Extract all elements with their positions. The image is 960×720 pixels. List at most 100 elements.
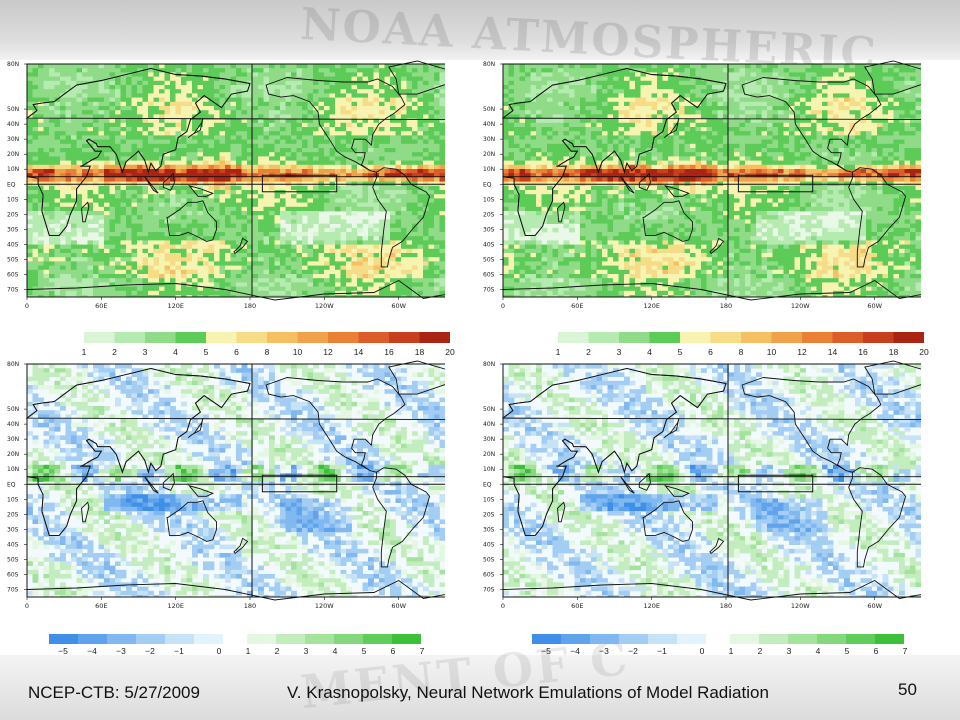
lon-tick-label: 60W (391, 602, 406, 610)
colorbar-label: 7 (420, 646, 425, 656)
coastline (162, 172, 175, 191)
coastline (557, 201, 566, 223)
lon-tick-label: 120E (167, 602, 184, 610)
colorbar-swatch (893, 332, 924, 343)
lat-tick-label: 10S (483, 496, 495, 503)
lat-tick-label: 70S (7, 287, 19, 294)
colorbar-label: 8 (265, 347, 270, 357)
colorbar-swatch (590, 634, 619, 644)
map-svg: 80N 50N 40N 30N 20N 10N EQ 10S 20S 30S 40S 50S 60S 70… (7, 360, 445, 610)
colorbar-swatch (114, 332, 145, 343)
colorbar-label: 5 (204, 347, 209, 357)
lat-tick-label: 10S (483, 196, 495, 203)
colorbar-swatch (358, 332, 389, 343)
lon-tick-label: 120W (315, 302, 334, 310)
colorbar-label: 20 (445, 347, 455, 357)
colorbar-label: 20 (919, 347, 929, 357)
lat-tick-label: 40S (483, 241, 495, 248)
lat-tick-label: 30N (483, 436, 495, 443)
colorbar-swatch (206, 332, 237, 343)
field-layer (503, 64, 921, 297)
lat-tick-label: 40S (483, 541, 495, 548)
lat-tick-label: 50N (7, 406, 19, 413)
lat-tick-label: 40N (483, 121, 495, 128)
lat-tick-label: 60S (483, 272, 495, 279)
colorbar-label: 3 (304, 646, 309, 656)
lat-tick-label: 30N (483, 136, 495, 143)
colorbar-label: −5 (58, 646, 68, 656)
lat-tick-label: 50S (7, 556, 19, 563)
colorbar-label: 6 (708, 347, 713, 357)
colorbar-label: 4 (647, 347, 652, 357)
lon-tick-label: 180 (244, 302, 256, 310)
colorbar-difference-left: −5 −4 −3 −2 −1 0 1 2 3 4 5 6 7 (49, 634, 425, 656)
lat-tick-label: 80N (483, 361, 495, 368)
lat-tick-label: 60S (483, 572, 495, 579)
coastline (709, 237, 725, 255)
lat-tick-label: 10N (7, 166, 19, 173)
colorbar-label: 3 (787, 646, 792, 656)
coastline (620, 176, 635, 194)
coastline (864, 360, 921, 395)
colorbar-label: 1 (556, 347, 561, 357)
coastline (188, 484, 214, 497)
coastline (642, 500, 693, 542)
colorbar-label: 12 (797, 347, 807, 357)
colorbar-swatch (328, 332, 359, 343)
coastline (502, 579, 921, 601)
footer-meeting-date: NCEP-CTB: 5/27/2009 (28, 683, 200, 702)
lat-tick-label: 60S (7, 572, 19, 579)
lon-tick-label: 60W (867, 602, 882, 610)
lat-tick-label: 50S (483, 256, 495, 263)
coastline (265, 77, 406, 173)
colorbar-label: 1 (729, 646, 734, 656)
coastline (81, 201, 90, 223)
colorbar-swatch (78, 634, 107, 644)
coastline (81, 501, 90, 523)
coastline (26, 279, 445, 301)
coastline (557, 501, 566, 523)
coastline (166, 500, 217, 542)
lon-tick-label: 60E (571, 602, 583, 610)
colorbar-label: −3 (116, 646, 126, 656)
coastline (503, 368, 727, 536)
colorbar-swatch (49, 634, 78, 644)
coastline (27, 368, 251, 536)
colorbar-swatch (619, 332, 650, 343)
colorbar-label: 10 (293, 347, 303, 357)
lat-tick-label: 50N (483, 106, 495, 113)
coastline (620, 476, 635, 494)
lat-tick-label: 60S (7, 272, 19, 279)
lon-tick-label: 0 (501, 602, 505, 610)
lat-tick-label: 10N (483, 166, 495, 173)
colorbar-swatch (165, 634, 194, 644)
lat-tick-label: 80N (7, 361, 19, 368)
lon-tick-label: 120W (791, 602, 810, 610)
colorbar-label: 3 (143, 347, 148, 357)
lon-tick-label: 120E (643, 302, 660, 310)
lat-tick-label: 20N (483, 451, 495, 458)
colorbar-swatch (297, 332, 328, 343)
coastline (162, 472, 175, 491)
colorbar-swatch (677, 634, 706, 644)
lat-tick-label: 40N (7, 121, 19, 128)
coastline (864, 60, 921, 95)
colorbar-swatch (247, 634, 276, 644)
coastline (642, 200, 693, 242)
lat-tick-label: EQ (483, 181, 492, 188)
lat-tick-label: 40S (7, 541, 19, 548)
colorbar-swatch (771, 332, 802, 343)
lat-tick-label: 20N (483, 151, 495, 158)
colorbar-label: 12 (323, 347, 333, 357)
colorbar-label: 10 (767, 347, 777, 357)
colorbar-label: 5 (362, 646, 367, 656)
coastline (638, 172, 651, 191)
colorbar-swatch (175, 332, 206, 343)
lat-tick-label: 40N (7, 421, 19, 428)
lat-tick-label: 20N (7, 151, 19, 158)
coastline (187, 417, 204, 439)
lon-tick-label: 60E (95, 302, 107, 310)
coastline (388, 360, 445, 395)
colorbar-swatch (846, 634, 875, 644)
colorbar-label: −1 (174, 646, 184, 656)
